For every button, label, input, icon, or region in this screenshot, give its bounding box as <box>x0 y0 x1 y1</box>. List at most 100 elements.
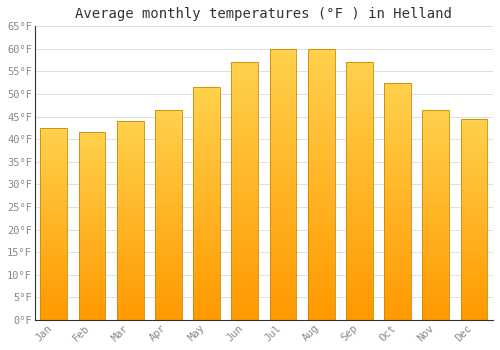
Bar <box>384 252 411 255</box>
Bar <box>308 181 334 184</box>
Bar <box>78 212 106 215</box>
Bar <box>155 123 182 126</box>
Bar <box>422 160 449 162</box>
Bar <box>193 108 220 111</box>
Bar <box>117 236 143 238</box>
Bar <box>422 194 449 196</box>
Bar <box>232 294 258 297</box>
Bar <box>193 198 220 201</box>
Bar <box>193 256 220 259</box>
Bar <box>460 277 487 280</box>
Bar <box>40 231 67 233</box>
Bar <box>78 154 106 156</box>
Bar <box>117 159 143 161</box>
Bar <box>270 117 296 120</box>
Bar <box>117 253 143 256</box>
Bar <box>422 254 449 257</box>
Bar <box>346 62 372 320</box>
Bar <box>193 195 220 198</box>
Bar <box>308 300 334 303</box>
Bar <box>460 197 487 199</box>
Bar <box>78 222 106 224</box>
Bar <box>232 62 258 66</box>
Bar <box>460 298 487 300</box>
Bar <box>460 126 487 129</box>
Bar <box>232 275 258 278</box>
Bar <box>117 163 143 166</box>
Bar <box>308 86 334 90</box>
Bar <box>117 238 143 240</box>
Bar <box>270 137 296 140</box>
Bar <box>78 259 106 261</box>
Bar <box>78 168 106 170</box>
Bar <box>460 154 487 156</box>
Bar <box>460 290 487 292</box>
Bar <box>78 306 106 308</box>
Bar <box>117 258 143 260</box>
Bar <box>384 189 411 193</box>
Bar <box>422 118 449 120</box>
Bar <box>78 245 106 247</box>
Bar <box>193 259 220 262</box>
Bar <box>384 314 411 317</box>
Bar <box>40 317 67 320</box>
Bar <box>78 182 106 184</box>
Bar <box>270 49 296 52</box>
Bar <box>422 278 449 281</box>
Bar <box>40 219 67 222</box>
Bar <box>270 289 296 293</box>
Bar <box>460 169 487 171</box>
Bar <box>422 249 449 252</box>
Bar <box>117 280 143 283</box>
Bar <box>78 177 106 179</box>
Bar <box>308 188 334 191</box>
Bar <box>40 286 67 289</box>
Bar <box>117 153 143 156</box>
Bar <box>232 310 258 314</box>
Bar <box>308 273 334 276</box>
Bar <box>78 264 106 266</box>
Bar <box>346 252 372 256</box>
Bar <box>460 139 487 141</box>
Bar <box>346 104 372 107</box>
Bar <box>270 154 296 157</box>
Bar <box>155 249 182 252</box>
Bar <box>270 110 296 113</box>
Bar <box>232 82 258 85</box>
Bar <box>155 212 182 215</box>
Bar <box>384 116 411 118</box>
Bar <box>346 307 372 310</box>
Bar <box>270 306 296 310</box>
Bar <box>155 139 182 141</box>
Bar <box>384 154 411 157</box>
Bar <box>117 181 143 183</box>
Bar <box>117 302 143 305</box>
Bar <box>346 317 372 320</box>
Bar <box>308 242 334 245</box>
Bar <box>155 286 182 288</box>
Bar <box>460 162 487 164</box>
Bar <box>422 173 449 175</box>
Bar <box>78 179 106 182</box>
Bar <box>117 275 143 278</box>
Bar <box>346 314 372 317</box>
Bar <box>193 218 220 221</box>
Bar <box>78 231 106 233</box>
Bar <box>232 111 258 114</box>
Bar <box>270 124 296 127</box>
Bar <box>270 316 296 320</box>
Bar <box>270 205 296 208</box>
Bar <box>117 136 143 139</box>
Bar <box>422 270 449 273</box>
Bar <box>460 252 487 254</box>
Bar <box>308 140 334 144</box>
Bar <box>78 194 106 196</box>
Bar <box>78 313 106 315</box>
Bar <box>346 281 372 285</box>
Bar <box>270 161 296 164</box>
Bar <box>78 301 106 303</box>
Bar <box>308 286 334 289</box>
Bar <box>346 114 372 117</box>
Bar <box>460 242 487 245</box>
Bar <box>270 279 296 283</box>
